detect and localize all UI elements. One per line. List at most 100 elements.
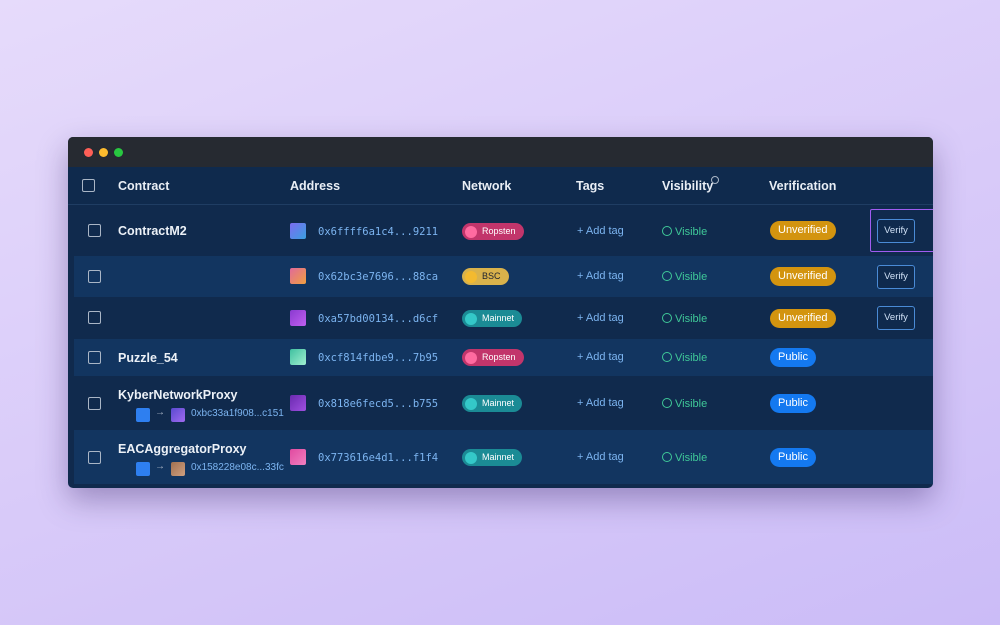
row-checkbox[interactable] [88,451,101,464]
add-tag-button[interactable]: + Add tag [577,225,624,237]
verify-button[interactable]: Verify [877,219,915,243]
header-contract[interactable]: Contract [118,179,170,193]
table-header: Contract Address Network Tags Visibility… [68,167,933,205]
row-checkbox[interactable] [88,311,101,324]
implementation-avatar [171,408,185,422]
row-checkbox[interactable] [88,397,101,410]
header-address[interactable]: Address [290,179,341,193]
network-label: Ropsten [482,226,516,236]
visibility-label: Visible [675,313,708,325]
contract-address[interactable]: 0x6ffff6a1c4...9211 [318,226,439,238]
verification-badge: Public [770,348,816,367]
network-icon [465,451,477,464]
close-window-button[interactable] [84,148,93,157]
visibility-label: Visible [675,271,708,283]
contract-avatar [290,395,306,411]
network-icon [465,351,477,364]
header-visibility[interactable]: Visibility [662,179,714,193]
visibility-label: Visible [675,452,708,464]
visibility-status[interactable]: Visible [662,397,707,410]
contract-name[interactable]: Puzzle_54 [118,351,178,365]
proxy-icon [136,408,150,422]
verification-badge: Unverified [770,221,836,240]
contract-avatar [290,449,306,465]
network-icon [465,270,477,283]
row-checkbox[interactable] [88,224,101,237]
contract-address[interactable]: 0x773616e4d1...f1f4 [318,452,439,464]
verify-button[interactable]: Verify [877,306,915,330]
visibility-status[interactable]: Visible [662,451,707,464]
network-icon [465,312,477,325]
visibility-status[interactable]: Visible [662,225,707,238]
proxy-icon [136,462,150,476]
app-window: Contract Address Network Tags Visibility… [68,137,933,488]
visibility-status[interactable]: Visible [662,270,707,283]
implementation-address[interactable]: 0xbc33a1f908...c151 [191,408,284,419]
network-label: BSC [482,271,501,281]
focus-highlight [870,209,933,252]
maximize-window-button[interactable] [114,148,123,157]
title-bar [68,137,933,167]
add-tag-button[interactable]: + Add tag [577,312,624,324]
contract-address[interactable]: 0xcf814fdbe9...7b95 [318,352,439,364]
network-label: Ropsten [482,352,516,362]
verification-badge: Public [770,448,816,467]
row-checkbox[interactable] [88,270,101,283]
contract-avatar [290,223,306,239]
contract-name[interactable]: EACAggregatorProxy [118,442,247,456]
check-circle-icon [662,226,672,236]
network-label: Mainnet [482,452,515,462]
visibility-status[interactable]: Visible [662,351,707,364]
check-circle-icon [662,352,672,362]
check-circle-icon [662,452,672,462]
check-circle-icon [662,398,672,408]
network-label: Mainnet [482,313,515,323]
arrow-right-icon: → [155,461,165,472]
select-all-checkbox[interactable] [82,179,95,192]
network-icon [465,225,477,238]
network-badge: Mainnet [462,395,523,412]
row-checkbox[interactable] [88,351,101,364]
contract-name[interactable]: ContractM2 [118,224,187,238]
add-tag-button[interactable]: + Add tag [577,270,624,282]
contract-address[interactable]: 0x62bc3e7696...88ca [318,271,439,283]
network-badge: Ropsten [462,349,524,366]
network-badge: BSC [462,268,509,285]
contract-avatar [290,268,306,284]
table-row[interactable]: Puzzle_54 0xcf814fdbe9...7b95 Ropsten + … [74,339,933,376]
header-network[interactable]: Network [462,179,512,193]
implementation-address[interactable]: 0x158228e08c...33fc [191,462,284,473]
table-row[interactable]: 0xa57bd00134...d6cf Mainnet + Add tag Vi… [74,297,933,339]
verify-button[interactable]: Verify [877,265,915,289]
verification-badge: Unverified [770,267,836,286]
table-row[interactable]: KyberNetworkProxy → 0xbc33a1f908...c151 … [74,376,933,430]
add-tag-button[interactable]: + Add tag [577,351,624,363]
minimize-window-button[interactable] [99,148,108,157]
visibility-label: Visible [675,398,708,410]
network-icon [465,397,477,410]
add-tag-button[interactable]: + Add tag [577,451,624,463]
contract-avatar [290,349,306,365]
help-icon[interactable] [711,176,719,184]
visibility-status[interactable]: Visible [662,312,707,325]
contract-address[interactable]: 0x818e6fecd5...b755 [318,398,439,410]
table-row[interactable]: EACAggregatorProxy → 0x158228e08c...33fc… [74,430,933,484]
visibility-label: Visible [675,352,708,364]
header-tags[interactable]: Tags [576,179,605,193]
check-circle-icon [662,271,672,281]
verification-badge: Public [770,394,816,413]
check-circle-icon [662,313,672,323]
header-verification[interactable]: Verification [769,179,837,193]
network-badge: Mainnet [462,449,523,466]
network-badge: Ropsten [462,223,524,240]
contract-address[interactable]: 0xa57bd00134...d6cf [318,313,439,325]
visibility-label: Visible [675,226,708,238]
table-row[interactable]: ContractM2 0x6ffff6a1c4...9211 Ropsten +… [74,205,933,256]
contract-avatar [290,310,306,326]
contract-name[interactable]: KyberNetworkProxy [118,388,238,402]
table-row[interactable]: 0x62bc3e7696...88ca BSC + Add tag Visibl… [74,256,933,297]
arrow-right-icon: → [155,407,165,418]
implementation-avatar [171,462,185,476]
network-label: Mainnet [482,398,515,408]
add-tag-button[interactable]: + Add tag [577,397,624,409]
